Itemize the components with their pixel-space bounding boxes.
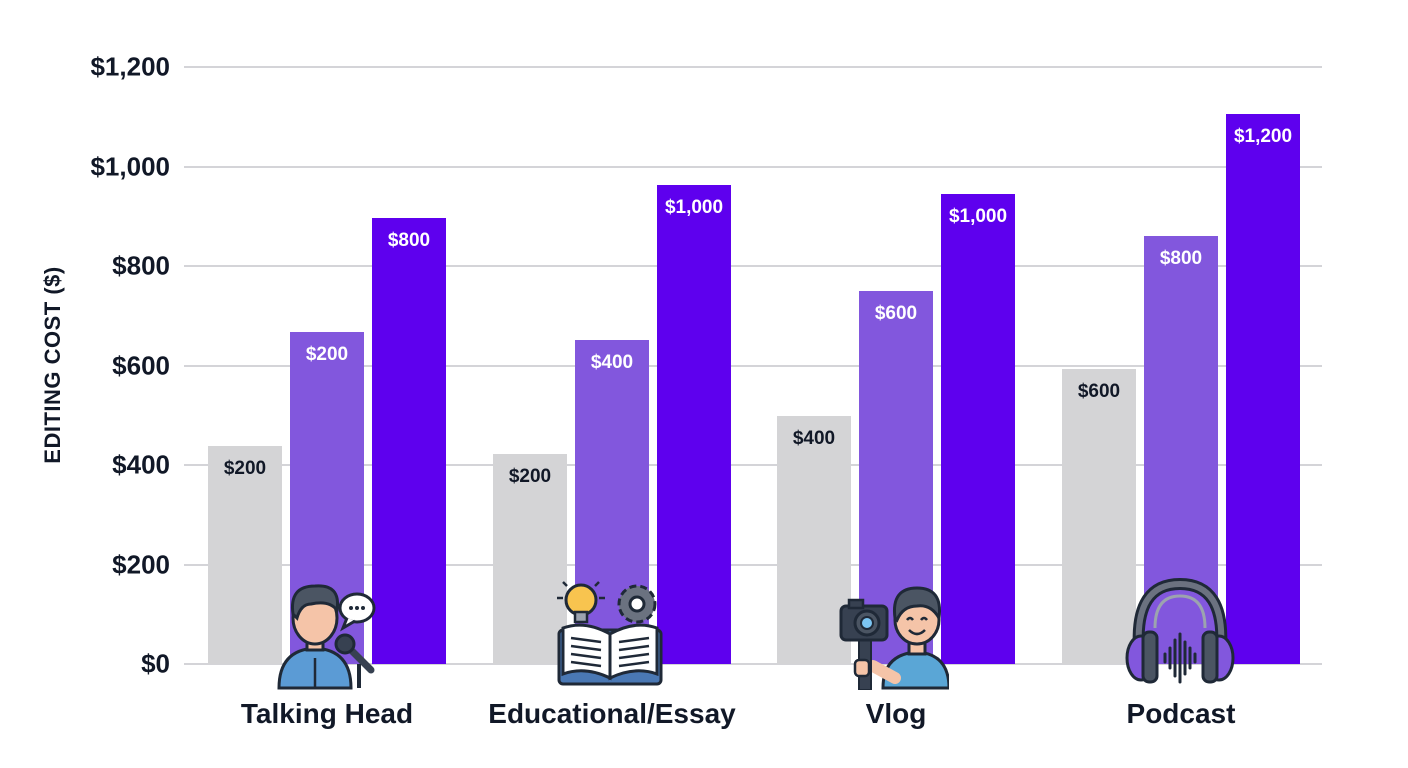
gridline (184, 364, 1322, 367)
bar-talking-head-series-3: $800 (372, 217, 446, 664)
bar-value-label: $400 (792, 427, 836, 449)
gridline (184, 265, 1322, 267)
gridline (184, 663, 1322, 665)
bar-value-label: $200 (223, 458, 267, 480)
y-tick-label: $200 (112, 549, 170, 579)
y-tick-label: $0 (141, 648, 170, 679)
bar-value-label: $200 (305, 343, 349, 365)
x-category-label: Vlog (865, 698, 927, 729)
gridline (184, 66, 1322, 68)
bar-value-label: $800 (387, 229, 431, 251)
bar-value-label: $600 (874, 302, 918, 324)
bar-educational-essay-series-1: $200 (493, 453, 567, 664)
y-tick-label: $600 (112, 350, 170, 380)
talking-head-icon (271, 578, 381, 690)
y-tick-label: $1,200 (90, 51, 170, 82)
x-category-label: Talking Head (240, 698, 414, 729)
bar-value-label: $1,200 (1233, 125, 1293, 147)
podcast-headphones-icon (1125, 577, 1235, 690)
bar-vlog-series-3: $1,000 (941, 193, 1015, 664)
bar-vlog-series-1: $400 (777, 415, 851, 664)
bar-podcast-series-3: $1,200 (1226, 113, 1300, 664)
bar-podcast-series-1: $600 (1062, 368, 1136, 664)
educational-book-icon (555, 578, 665, 690)
gridline (184, 464, 1322, 466)
bar-value-label: $200 (508, 465, 552, 487)
y-axis-label: EDITING COST ($) (40, 266, 65, 464)
gridline (184, 563, 1322, 566)
bar-value-label: $800 (1159, 248, 1203, 270)
x-category-label: Educational/Essay (488, 698, 736, 729)
bar-value-label: $400 (590, 351, 634, 373)
bar-educational-essay-series-3: $1,000 (657, 184, 731, 664)
y-tick-label: $800 (112, 250, 170, 281)
vlog-camera-icon (839, 578, 951, 691)
bar-value-label: $1,000 (948, 205, 1008, 227)
y-tick-label: $1,000 (90, 151, 170, 181)
y-tick-label: $400 (112, 449, 170, 480)
x-category-label: Podcast (1126, 698, 1236, 729)
bar-value-label: $600 (1077, 380, 1121, 402)
bar-talking-head-series-1: $200 (208, 446, 282, 664)
gridline (184, 165, 1322, 168)
bar-value-label: $1,000 (664, 196, 724, 218)
